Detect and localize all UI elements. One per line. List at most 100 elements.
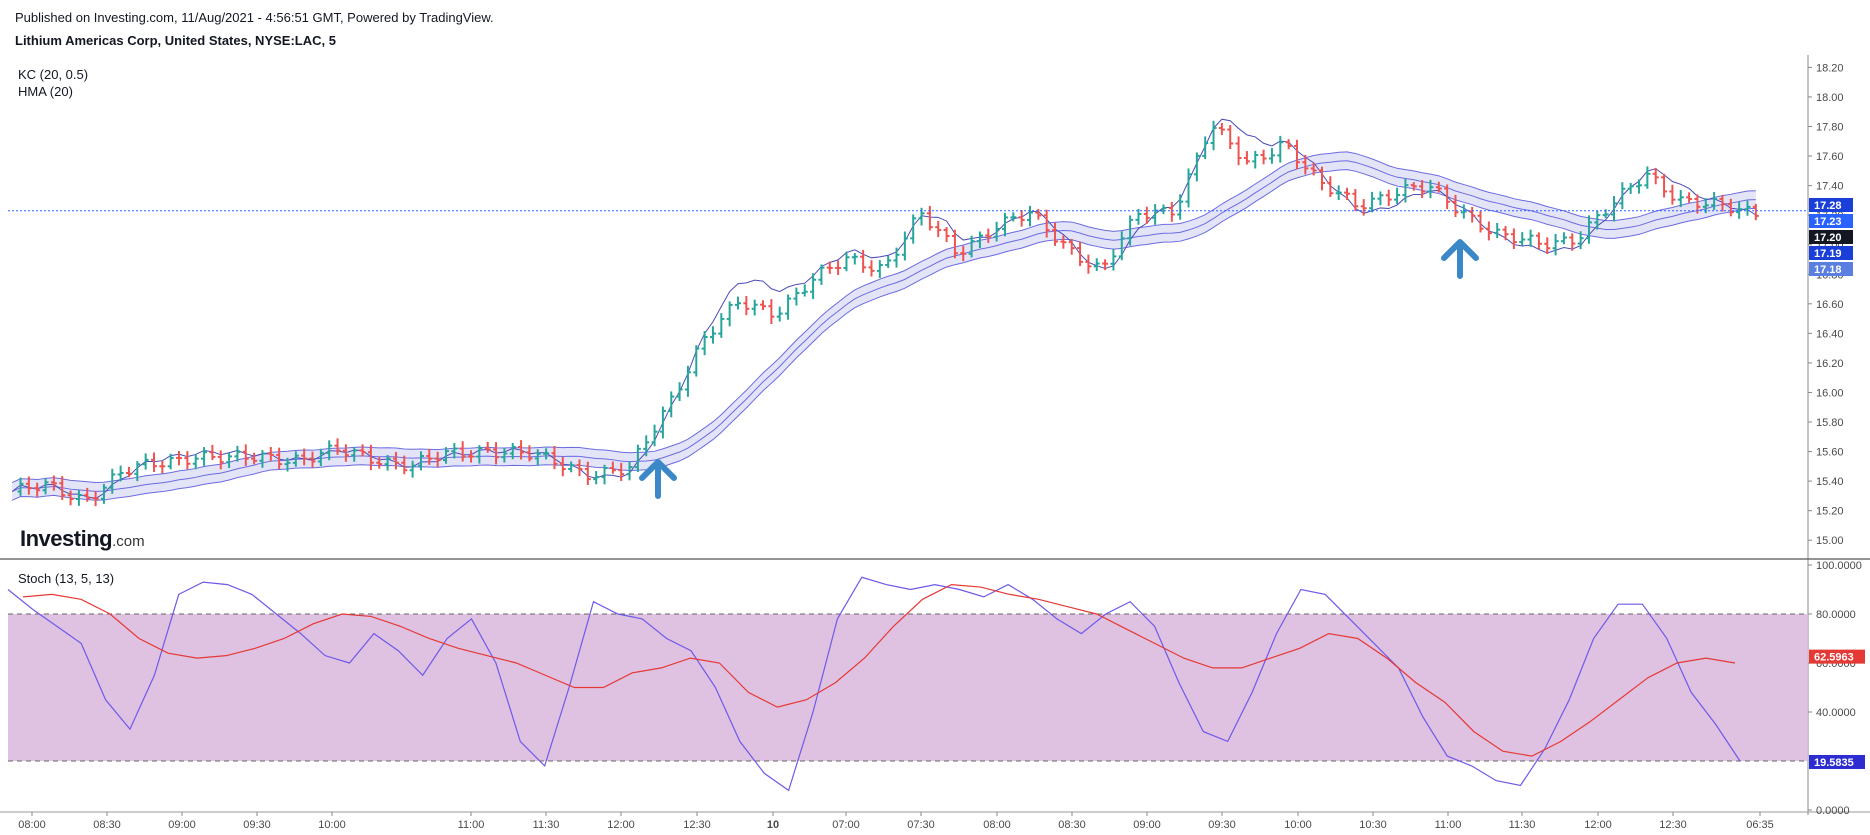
stoch-value-text: 62.5963 bbox=[1814, 652, 1854, 664]
candle bbox=[1644, 166, 1651, 189]
price-label-bg bbox=[1809, 230, 1853, 244]
candle bbox=[1235, 136, 1242, 166]
candle bbox=[1569, 233, 1576, 251]
candle bbox=[1669, 184, 1676, 205]
stoch-tick-label: 100.0000 bbox=[1816, 560, 1862, 572]
price-label: 17.28 bbox=[1809, 198, 1853, 212]
candle bbox=[1027, 205, 1033, 227]
price-label: 17.18 bbox=[1809, 262, 1853, 276]
candle bbox=[1352, 189, 1359, 211]
time-tick-label: 12:30 bbox=[1659, 819, 1687, 831]
candle bbox=[376, 457, 383, 469]
candle bbox=[860, 249, 867, 273]
price-label: 17.23 bbox=[1809, 214, 1853, 228]
stoch-indicator-label[interactable]: Stoch (13, 5, 13) bbox=[18, 571, 115, 586]
candle bbox=[1252, 150, 1259, 169]
price-label-bg bbox=[1809, 246, 1853, 260]
candle bbox=[267, 447, 274, 462]
candle bbox=[1577, 231, 1584, 250]
candle bbox=[1460, 204, 1467, 219]
candle bbox=[668, 391, 675, 418]
candle bbox=[1335, 185, 1342, 201]
candle bbox=[176, 450, 183, 466]
candle bbox=[117, 465, 124, 482]
price-tick-label: 15.60 bbox=[1816, 447, 1844, 459]
candle bbox=[835, 260, 842, 276]
candle bbox=[1001, 212, 1008, 237]
candle bbox=[459, 441, 466, 462]
candle bbox=[735, 296, 741, 310]
logo-suffix: .com bbox=[112, 533, 145, 550]
candle bbox=[317, 448, 324, 467]
candle bbox=[785, 294, 792, 320]
time-tick-label: 11:00 bbox=[458, 819, 485, 831]
candle bbox=[426, 448, 433, 465]
price-label-text: 17.28 bbox=[1814, 200, 1842, 212]
stoch-value-text: 19.5835 bbox=[1814, 757, 1854, 769]
candle bbox=[159, 460, 166, 474]
candle bbox=[1510, 228, 1517, 250]
stoch-value-bg bbox=[1809, 649, 1865, 664]
candle bbox=[326, 440, 333, 461]
candle bbox=[576, 459, 583, 477]
candle bbox=[1494, 222, 1501, 239]
candle bbox=[1477, 210, 1484, 233]
published-caption: Published on Investing.com, 11/Aug/2021 … bbox=[15, 10, 494, 25]
candle bbox=[509, 443, 516, 460]
candle bbox=[1060, 235, 1067, 249]
candle bbox=[651, 424, 658, 447]
candle bbox=[743, 295, 750, 316]
candle bbox=[1527, 229, 1534, 247]
candle bbox=[1435, 181, 1442, 193]
candle bbox=[818, 264, 825, 285]
candle bbox=[693, 345, 700, 377]
candle bbox=[885, 255, 892, 268]
candle bbox=[626, 461, 633, 481]
candle bbox=[109, 468, 116, 494]
hma-indicator-label[interactable]: HMA (20) bbox=[18, 84, 73, 99]
candle bbox=[851, 252, 858, 265]
kc-band-dn bbox=[11, 169, 1756, 501]
time-tick-label: 10 bbox=[767, 819, 779, 831]
candle bbox=[276, 447, 283, 470]
candle bbox=[1419, 180, 1426, 198]
stoch-zone bbox=[8, 614, 1808, 761]
candle bbox=[810, 273, 817, 300]
price-label: 17.19 bbox=[1809, 246, 1853, 260]
candle bbox=[217, 450, 224, 470]
candle bbox=[960, 245, 967, 262]
time-tick-label: 08:30 bbox=[93, 819, 121, 831]
candle bbox=[1127, 215, 1134, 246]
candle bbox=[1752, 203, 1759, 221]
time-tick-label: 11:00 bbox=[1435, 819, 1462, 831]
price-label-bg bbox=[1809, 262, 1853, 276]
candle bbox=[501, 447, 508, 463]
price-tick-label: 16.20 bbox=[1816, 358, 1844, 370]
candle bbox=[1502, 226, 1509, 241]
time-tick-label: 07:00 bbox=[832, 819, 860, 831]
stoch-value-label: 62.5963 bbox=[1809, 649, 1865, 664]
candle bbox=[1168, 201, 1175, 222]
candle bbox=[526, 445, 533, 462]
candle bbox=[1102, 259, 1109, 271]
candle bbox=[593, 471, 600, 485]
candle bbox=[618, 462, 625, 482]
candle bbox=[1535, 232, 1542, 250]
candle bbox=[493, 442, 500, 465]
candle bbox=[1636, 179, 1643, 194]
candle bbox=[1552, 233, 1559, 256]
candle bbox=[1110, 249, 1117, 271]
candle bbox=[100, 484, 107, 504]
candle bbox=[1727, 198, 1734, 217]
candle bbox=[151, 452, 157, 472]
candle bbox=[1118, 231, 1125, 261]
stoch-value-bg bbox=[1809, 754, 1865, 769]
candle bbox=[609, 461, 616, 474]
candle bbox=[1052, 222, 1059, 246]
candle bbox=[559, 457, 566, 477]
candle bbox=[1652, 167, 1659, 185]
candle bbox=[1277, 135, 1284, 163]
candle bbox=[1202, 136, 1209, 160]
kc-indicator-label[interactable]: KC (20, 0.5) bbox=[18, 67, 89, 82]
